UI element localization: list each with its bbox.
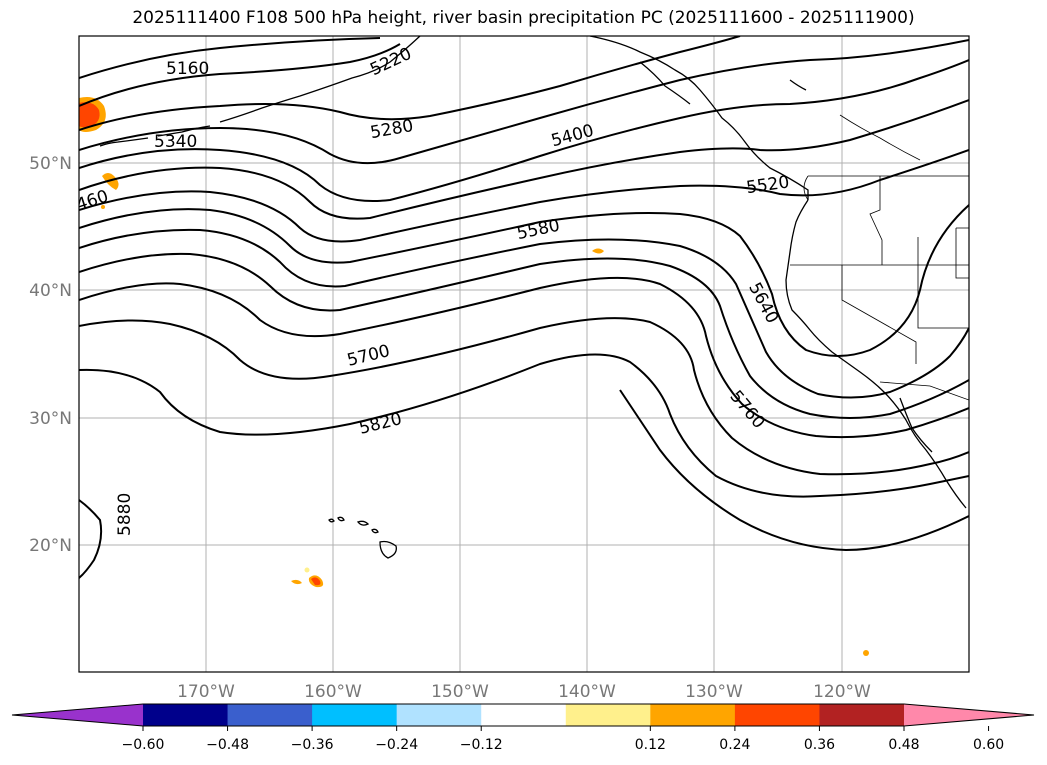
- colorbar: −0.60 −0.48 −0.36 −0.24 −0.12 0.12 0.24 0.36 0.4…: [11, 703, 1035, 753]
- colorbar-segment: [650, 704, 736, 726]
- colorbar-tick-label: 0.24: [719, 737, 750, 753]
- colorbar-tick-label: −0.24: [375, 737, 418, 753]
- lat-label: 30°N: [29, 409, 72, 429]
- colorbar-tick-label: −0.36: [291, 737, 334, 753]
- contour-label: 5340: [154, 132, 197, 152]
- height-contours: [79, 36, 969, 579]
- lon-label: 140°W: [558, 682, 616, 702]
- colorbar-segment: [396, 704, 482, 726]
- lon-label: 170°W: [177, 682, 235, 702]
- colorbar-extend-min: [12, 704, 143, 726]
- lon-label: 130°W: [685, 682, 743, 702]
- colorbar-tick-label: −0.60: [122, 737, 165, 753]
- lat-label: 40°N: [29, 281, 72, 301]
- lat-labels: 50°N 40°N 30°N 20°N: [29, 154, 72, 556]
- colorbar-segment: [734, 704, 820, 726]
- colorbar-tick-label: −0.48: [206, 737, 249, 753]
- colorbar-tick-label: −0.12: [460, 737, 503, 753]
- lon-label: 160°W: [304, 682, 362, 702]
- lon-label: 150°W: [431, 682, 489, 702]
- contour-label: 5880: [115, 493, 135, 536]
- colorbar-segment: [819, 704, 905, 726]
- colorbar-tick-label: 0.60: [973, 737, 1004, 753]
- colorbar-segment: [565, 704, 651, 726]
- map-border: [78, 35, 970, 673]
- colorbar-segment: [312, 704, 398, 726]
- borders: [790, 114, 969, 401]
- colorbar-segment: [227, 704, 313, 726]
- colorbar-segment: [481, 704, 567, 726]
- map-title: 2025111400 F108 500 hPa height, river ba…: [132, 8, 915, 28]
- coastlines: [99, 36, 967, 559]
- colorbar-extend-max: [904, 704, 1034, 726]
- contour-label: 5160: [166, 59, 209, 79]
- lat-label: 50°N: [29, 154, 72, 174]
- lat-label: 20°N: [29, 536, 72, 556]
- lon-labels: 170°W 160°W 150°W 140°W 130°W 120°W: [177, 682, 871, 702]
- lon-label: 120°W: [813, 682, 871, 702]
- colorbar-tick-label: 0.36: [804, 737, 835, 753]
- colorbar-tick-label: 0.12: [635, 737, 666, 753]
- colorbar-tick-label: 0.48: [888, 737, 919, 753]
- colorbar-segment: [143, 704, 229, 726]
